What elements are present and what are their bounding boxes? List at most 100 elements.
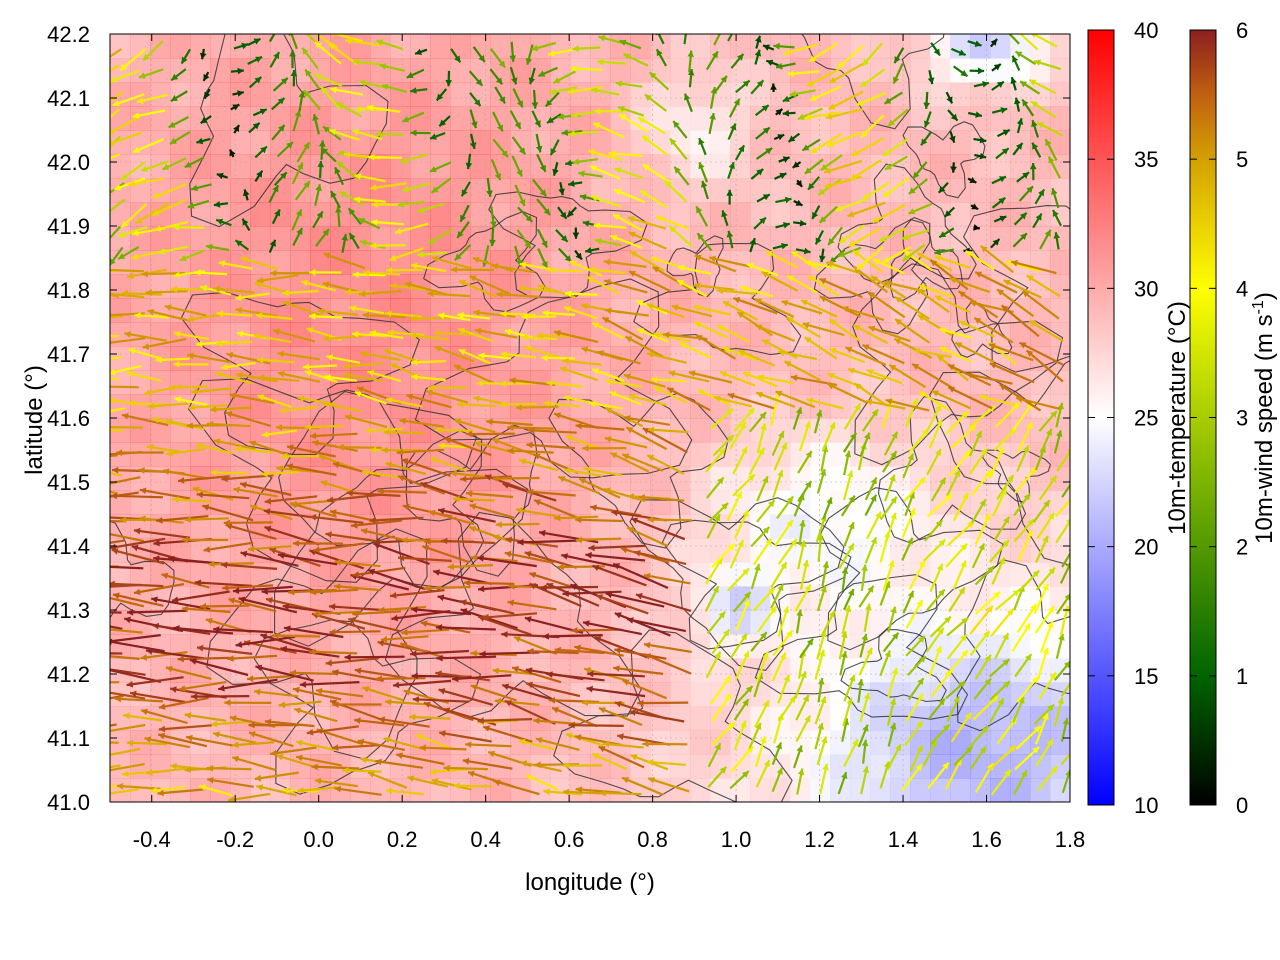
wind-vector (973, 224, 981, 231)
wind-vector (518, 458, 559, 472)
temperature-cell (350, 346, 371, 371)
temperature-cell (450, 58, 471, 83)
wind-vector (110, 596, 145, 608)
temperature-cell (810, 586, 831, 611)
wind-vector (419, 744, 467, 752)
temperature-cell (370, 778, 391, 802)
temperature-cell (690, 610, 711, 635)
wind-vector (974, 152, 987, 160)
wind-vector (527, 488, 576, 497)
temperature-cell (330, 706, 351, 731)
wind-vector (934, 255, 971, 269)
temperature-cell (910, 58, 931, 83)
wind-vector (110, 764, 121, 769)
wind-vector (736, 311, 773, 337)
wind-vector (230, 103, 240, 111)
temperature-cell (430, 346, 451, 371)
temperature-cell (790, 778, 811, 802)
wind-vector (233, 124, 241, 134)
temperature-cell (690, 466, 711, 491)
temperature-cell (870, 634, 891, 659)
temperature-cell (870, 682, 891, 707)
temperature-cell (370, 34, 391, 59)
wind-vector (856, 246, 884, 271)
temperature-cell (830, 514, 851, 539)
wind-vector (126, 739, 168, 747)
wind-vector (707, 766, 728, 788)
wind-vector (336, 101, 363, 118)
temperature-cell (750, 130, 771, 155)
wind-vector (1014, 97, 1021, 112)
temperature-cell (930, 586, 951, 611)
wind-vector (615, 80, 643, 88)
y-tick-label: 42.2 (47, 22, 90, 47)
wind-vector (807, 176, 821, 191)
wind-vector (609, 451, 650, 473)
wind-vector (507, 424, 554, 431)
wind-vector (713, 75, 728, 94)
wind-vector (991, 196, 1006, 209)
wind-vector (717, 324, 751, 344)
temperature-cell (930, 778, 951, 802)
wind-vector (838, 224, 866, 244)
wind-vector (435, 88, 448, 102)
temperature-cell (610, 706, 631, 731)
wind-vector (750, 563, 761, 590)
wind-vector (387, 329, 425, 337)
wind-vector (172, 223, 204, 231)
wind-vector (930, 723, 951, 745)
temperature-cell (170, 466, 191, 491)
wind-vector (161, 572, 210, 589)
wind-vector (1017, 421, 1034, 454)
wind-vector (879, 581, 891, 606)
wind-vector (286, 444, 336, 458)
wind-vector (567, 180, 583, 187)
wind-vector (110, 625, 123, 630)
wind-vector (240, 550, 299, 567)
wind-vector (465, 153, 473, 170)
wind-vector (272, 77, 289, 92)
wind-vector (828, 62, 864, 84)
wind-vector (946, 469, 961, 496)
wind-vector (859, 692, 871, 723)
wind-vector (460, 181, 471, 197)
wind-vector (711, 628, 731, 655)
wind-vector (357, 738, 406, 751)
wind-vector (775, 222, 791, 229)
temperature-cell (930, 466, 951, 491)
temperature-cell (370, 250, 391, 275)
temperature-colorbar-label: 10m-temperature (°C) (1164, 301, 1191, 535)
wind-vector (925, 627, 945, 653)
wind-vector (549, 139, 560, 156)
wind-vector (122, 712, 163, 722)
temperature-cell (770, 370, 791, 395)
wind-vector (269, 51, 281, 68)
wind-vector (162, 157, 187, 171)
wind-vector (376, 39, 403, 51)
temperature-cell (690, 778, 711, 802)
temperature-cell (210, 178, 231, 203)
wind-vector (313, 610, 361, 617)
wind-vector (558, 181, 565, 196)
wind-vector (110, 784, 118, 788)
wind-vector (971, 543, 986, 569)
wind-vector (927, 70, 935, 85)
wind-vector (988, 446, 1005, 479)
wind-vector (221, 474, 274, 483)
temperature-cell (730, 586, 751, 611)
temperature-cell (510, 130, 531, 155)
temperature-cell (970, 274, 991, 299)
wind-vector (469, 109, 478, 129)
wind-vector (438, 730, 492, 743)
wind-vector (773, 519, 794, 547)
wind-vector (120, 161, 146, 181)
wind-vector (254, 170, 264, 182)
wind-vector (799, 637, 814, 659)
temperature-cell (150, 130, 171, 155)
wind-vector (469, 503, 516, 520)
wind-vector (860, 114, 885, 139)
temperature-cell (570, 58, 591, 83)
wind-vector (517, 538, 578, 546)
wind-vector (110, 335, 120, 338)
temperature-cell (450, 34, 471, 59)
